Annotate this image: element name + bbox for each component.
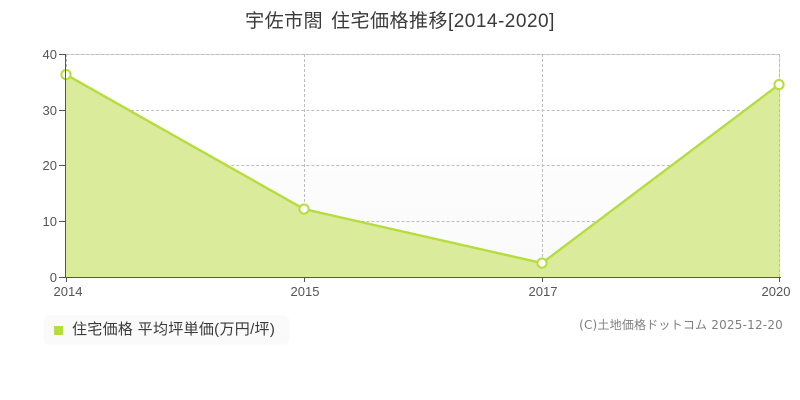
x-tick-label-2020: 2020 [761,284,791,299]
y-axis-labels: 40 30 20 10 0 [0,0,57,400]
y-tick-label-30: 30 [42,103,57,118]
y-tick-mark-40 [59,54,65,55]
chart-title-region: 宇佐市閤 [245,11,324,32]
y-tick-label-0: 0 [49,270,57,285]
data-point-2014[interactable] [60,69,72,81]
data-point-2017[interactable] [536,257,548,269]
legend-square-icon [54,325,63,335]
y-axis-line [65,54,66,278]
trend-line [64,73,781,265]
gridline-x-2020 [779,54,780,277]
x-tick-mark-2014 [66,277,67,282]
area-fill [66,74,779,277]
x-tick-mark-2017 [542,277,543,282]
copyright-credit: (C)土地価格ドットコム 2025-12-20 [579,318,783,332]
gridline-y-20 [66,165,780,166]
data-point-2015[interactable] [298,203,310,215]
y-tick-label-20: 20 [42,158,57,173]
chart-legend[interactable]: 住宅価格 平均坪単価(万円/坪) [44,316,290,344]
gridline-x-2017 [542,54,543,277]
y-tick-label-40: 40 [42,47,57,62]
x-tick-label-2017: 2017 [528,284,558,299]
gridline-y-40 [66,54,780,55]
price-series-svg [60,69,785,277]
data-point-2020[interactable] [773,79,785,91]
chart-title-text: 住宅価格推移[2014-2020] [330,11,555,32]
y-tick-label-10: 10 [42,214,57,229]
x-tick-label-2015: 2015 [290,284,320,299]
y-tick-mark-20 [59,165,65,166]
x-tick-label-2014: 2014 [53,284,83,299]
y-tick-mark-10 [59,221,65,222]
y-tick-mark-0 [59,277,65,278]
gridline-y-10 [66,221,780,222]
x-axis-line [65,277,781,278]
chart-title: 宇佐市閤 住宅価格推移[2014-2020] [0,10,800,34]
legend-label: 住宅価格 平均坪単価(万円/坪) [72,321,276,338]
gridline-x-2015 [304,54,305,277]
plot-area [60,54,785,277]
gridline-y-30 [66,110,780,111]
x-tick-mark-2020 [779,277,780,282]
y-tick-mark-30 [59,110,65,111]
x-tick-mark-2015 [304,277,305,282]
